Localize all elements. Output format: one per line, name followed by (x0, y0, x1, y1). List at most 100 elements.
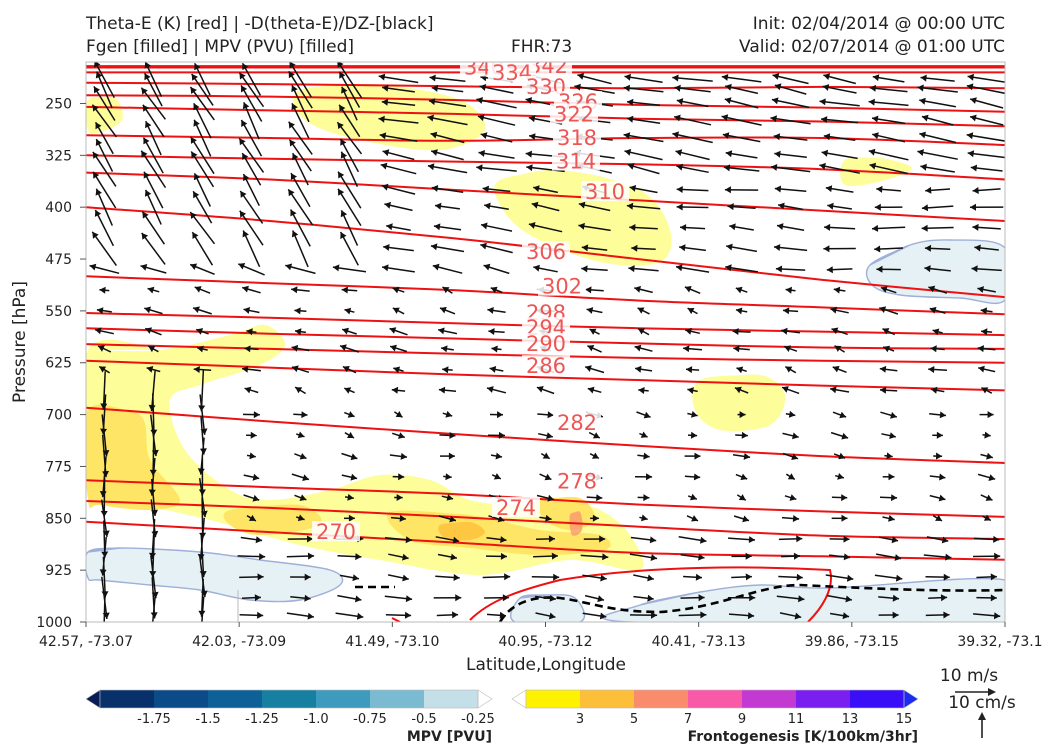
wind-vector-head (548, 535, 555, 543)
wind-vector (735, 307, 748, 315)
wind-vector-shaft (143, 171, 164, 209)
wind-vector (535, 612, 556, 620)
wind-vector (834, 345, 845, 353)
wind-vector (724, 186, 759, 194)
wind-vector-head (242, 63, 249, 71)
theta-e-label-bg-318 (553, 127, 601, 148)
wind-vector (484, 202, 509, 211)
wind-vector-shaft (917, 150, 958, 160)
colorbar-tick-label: 13 (842, 712, 859, 727)
theta-e-label-310: 310 (585, 180, 625, 204)
wind-vector-head (395, 411, 403, 418)
wind-vector (921, 114, 954, 126)
wind-vector (531, 201, 560, 212)
wind-vector-head (634, 285, 641, 293)
wind-vector-head (398, 473, 405, 481)
wind-vector (381, 183, 416, 195)
wind-vector (246, 514, 257, 522)
colorbar-tick-label: 15 (896, 712, 913, 727)
wind-vector (687, 493, 698, 501)
wind-vector-head (785, 366, 793, 373)
wind-vector-head (981, 328, 988, 336)
wind-vector (930, 386, 945, 394)
wind-vector-head (301, 411, 308, 419)
wind-vector-head (940, 594, 948, 602)
wind-vector (929, 473, 946, 481)
wind-vector (189, 211, 216, 245)
wind-vector-head (784, 345, 792, 352)
wind-vector (533, 185, 558, 194)
wind-vector-head (879, 306, 887, 313)
wind-vector (344, 431, 355, 439)
wind-vector (678, 536, 707, 544)
wind-vector-head (578, 222, 585, 230)
wind-vector (925, 573, 950, 581)
wind-vector-head (793, 552, 800, 560)
wind-vector (587, 345, 602, 353)
wind-vector-head (498, 431, 505, 439)
wind-vector-head (149, 552, 156, 559)
wind-vector-head (581, 244, 589, 252)
wind-vector-head (341, 286, 348, 294)
wind-vector-head (89, 263, 97, 271)
wind-vector (288, 70, 313, 109)
wind-vector (972, 552, 1001, 560)
wind-vector-head (821, 149, 829, 157)
wind-vector-head (822, 84, 830, 91)
wind-vector-head (970, 164, 978, 172)
wind-vector-head (392, 286, 400, 294)
wind-vector-head (291, 85, 298, 93)
wind-vector (634, 285, 653, 294)
wind-vector (868, 98, 909, 107)
wind-vector (819, 162, 860, 174)
wind-vector-head (747, 612, 755, 620)
wind-vector (96, 307, 112, 315)
wind-vector-head (289, 62, 296, 69)
wind-vector (976, 594, 997, 602)
wind-vector-shaft (92, 171, 117, 209)
wind-vector-shaft (869, 164, 908, 175)
x-tick-label: 40.41, -73.13 (652, 634, 746, 650)
wind-vector (727, 203, 756, 211)
wind-vector (981, 386, 993, 394)
wind-vector (335, 612, 364, 620)
wind-vector (93, 86, 116, 121)
wind-vector-shaft (240, 119, 263, 157)
wind-vector (878, 611, 899, 619)
wind-vector (980, 452, 993, 460)
wind-vector-head (193, 366, 200, 373)
wind-vector-shaft (340, 151, 359, 188)
wind-vector-head (356, 612, 364, 620)
wind-vector (146, 366, 161, 373)
wind-vector (382, 149, 415, 161)
wind-vector (777, 202, 804, 211)
wind-vector-shaft (429, 76, 466, 82)
wind-vector-head (691, 515, 698, 522)
wind-vector-head (141, 150, 148, 158)
wind-vector (933, 452, 943, 460)
wind-vector-head (257, 573, 264, 581)
wind-vector (379, 132, 418, 142)
wind-vector (383, 244, 414, 252)
colorbar-tick-label: 9 (738, 712, 746, 727)
wind-vector (440, 345, 454, 353)
wind-vector-shaft (337, 62, 363, 99)
init-time: Init: 02/04/2014 @ 00:00 UTC (752, 14, 1005, 34)
wind-vector (192, 190, 213, 224)
colorbar-tick-label: -0.25 (461, 712, 495, 727)
wind-vector (589, 328, 600, 335)
wind-vector-shaft (91, 231, 118, 267)
wind-vector-head (433, 223, 441, 231)
theta-e-label-bg-274 (492, 496, 540, 517)
wind-vector-head (149, 628, 156, 634)
wind-vector (190, 151, 215, 188)
wind-vector-head (241, 85, 248, 93)
wind-vector (678, 611, 707, 619)
wind-vector-head (94, 62, 101, 68)
wind-vector (144, 306, 163, 315)
wind-vector (242, 230, 261, 268)
wind-vector (684, 473, 701, 481)
wind-vector-shaft (141, 211, 166, 245)
wind-vector-head (985, 494, 993, 501)
